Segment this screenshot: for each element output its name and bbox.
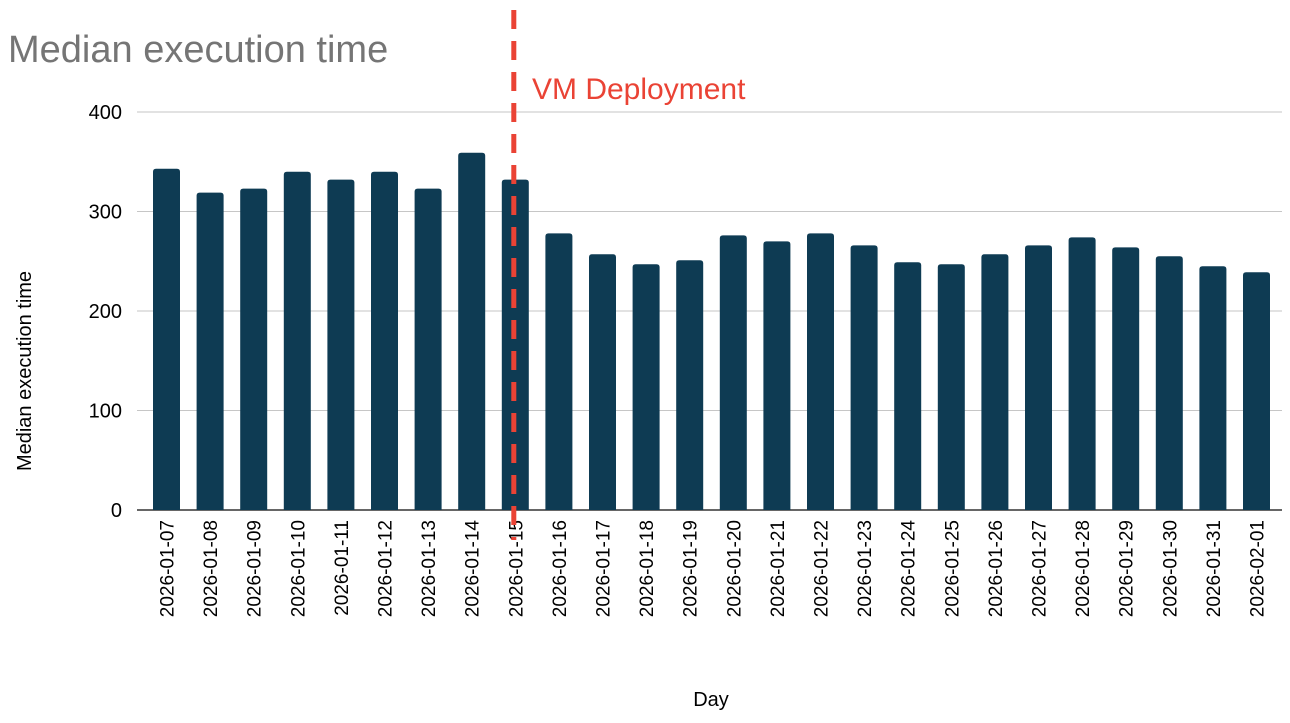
- bar: [589, 254, 616, 510]
- y-axis-label: Median execution time: [14, 271, 36, 471]
- x-axis-label: Day: [693, 689, 729, 711]
- x-tick-label: 2026-01-12: [376, 520, 397, 617]
- bar: [981, 254, 1009, 510]
- y-tick-label: 300: [89, 202, 122, 224]
- bar: [1112, 247, 1140, 510]
- x-tick-label: 2026-01-13: [419, 520, 440, 617]
- x-tick-label: 2026-01-19: [681, 520, 702, 617]
- bar: [676, 260, 704, 510]
- bar: [414, 188, 442, 511]
- x-tick-label: 2026-01-10: [288, 520, 309, 617]
- x-tick-label: 2026-01-18: [637, 520, 658, 617]
- x-tick-label: 2026-01-31: [1204, 520, 1225, 617]
- x-tick-label: 2026-01-25: [942, 520, 963, 617]
- bar: [1025, 245, 1052, 510]
- bar: [807, 233, 834, 510]
- vm-deployment-label: VM Deployment: [532, 73, 746, 106]
- x-tick-label: 2026-01-28: [1073, 520, 1094, 617]
- bar: [371, 171, 398, 510]
- x-tick-label: 2026-01-22: [812, 520, 833, 617]
- x-tick-label: 2026-01-30: [1160, 520, 1181, 617]
- bar: [1243, 272, 1270, 510]
- x-tick-label: 2026-01-15: [506, 520, 527, 617]
- y-tick-label: 0: [111, 500, 122, 522]
- bar: [719, 235, 747, 510]
- bar: [632, 264, 660, 510]
- x-tick-label: 2026-01-27: [1030, 520, 1051, 617]
- bar: [196, 192, 224, 510]
- bar: [458, 152, 486, 511]
- bar: [850, 245, 878, 510]
- bar: [240, 188, 268, 511]
- bar: [894, 262, 922, 510]
- bar: [283, 171, 311, 510]
- chart-title: Median execution time: [8, 29, 388, 71]
- x-tick-label: 2026-01-09: [245, 520, 266, 617]
- y-tick-label: 100: [89, 401, 122, 423]
- bars: [153, 152, 1270, 511]
- x-tick-label: 2026-01-11: [332, 520, 353, 616]
- x-tick-label: 2026-01-07: [158, 520, 179, 617]
- x-tick-label: 2026-01-29: [1117, 520, 1138, 617]
- x-tick-label: 2026-01-08: [201, 520, 222, 617]
- bar: [501, 179, 529, 510]
- annotation: VM Deployment: [511, 10, 746, 540]
- bar: [327, 179, 355, 510]
- bar: [153, 168, 180, 510]
- x-tick-label: 2026-01-23: [855, 520, 876, 617]
- x-tick-label: 2026-01-26: [986, 520, 1007, 617]
- x-tick-label: 2026-01-14: [463, 520, 484, 618]
- x-tick-label: 2026-02-01: [1248, 520, 1269, 617]
- y-tick-label: 400: [89, 102, 122, 124]
- x-tick-label: 2026-01-16: [550, 520, 571, 617]
- bar: [545, 233, 573, 510]
- x-tick-label: 2026-01-17: [594, 520, 615, 617]
- y-axis-ticks: 0 100 200 300 400: [89, 102, 122, 522]
- bar: [1199, 266, 1227, 510]
- bar: [937, 264, 965, 510]
- bar: [1155, 256, 1183, 510]
- x-tick-label: 2026-01-24: [899, 520, 920, 618]
- bar: [1068, 237, 1096, 510]
- x-tick-label: 2026-01-21: [768, 520, 789, 617]
- bar: [763, 241, 791, 510]
- x-tick-label: 2026-01-20: [724, 520, 745, 617]
- y-tick-label: 200: [89, 301, 122, 323]
- x-axis-ticks: 2026-01-07 2026-01-08 2026-01-09 2026-01-10…: [158, 520, 1269, 618]
